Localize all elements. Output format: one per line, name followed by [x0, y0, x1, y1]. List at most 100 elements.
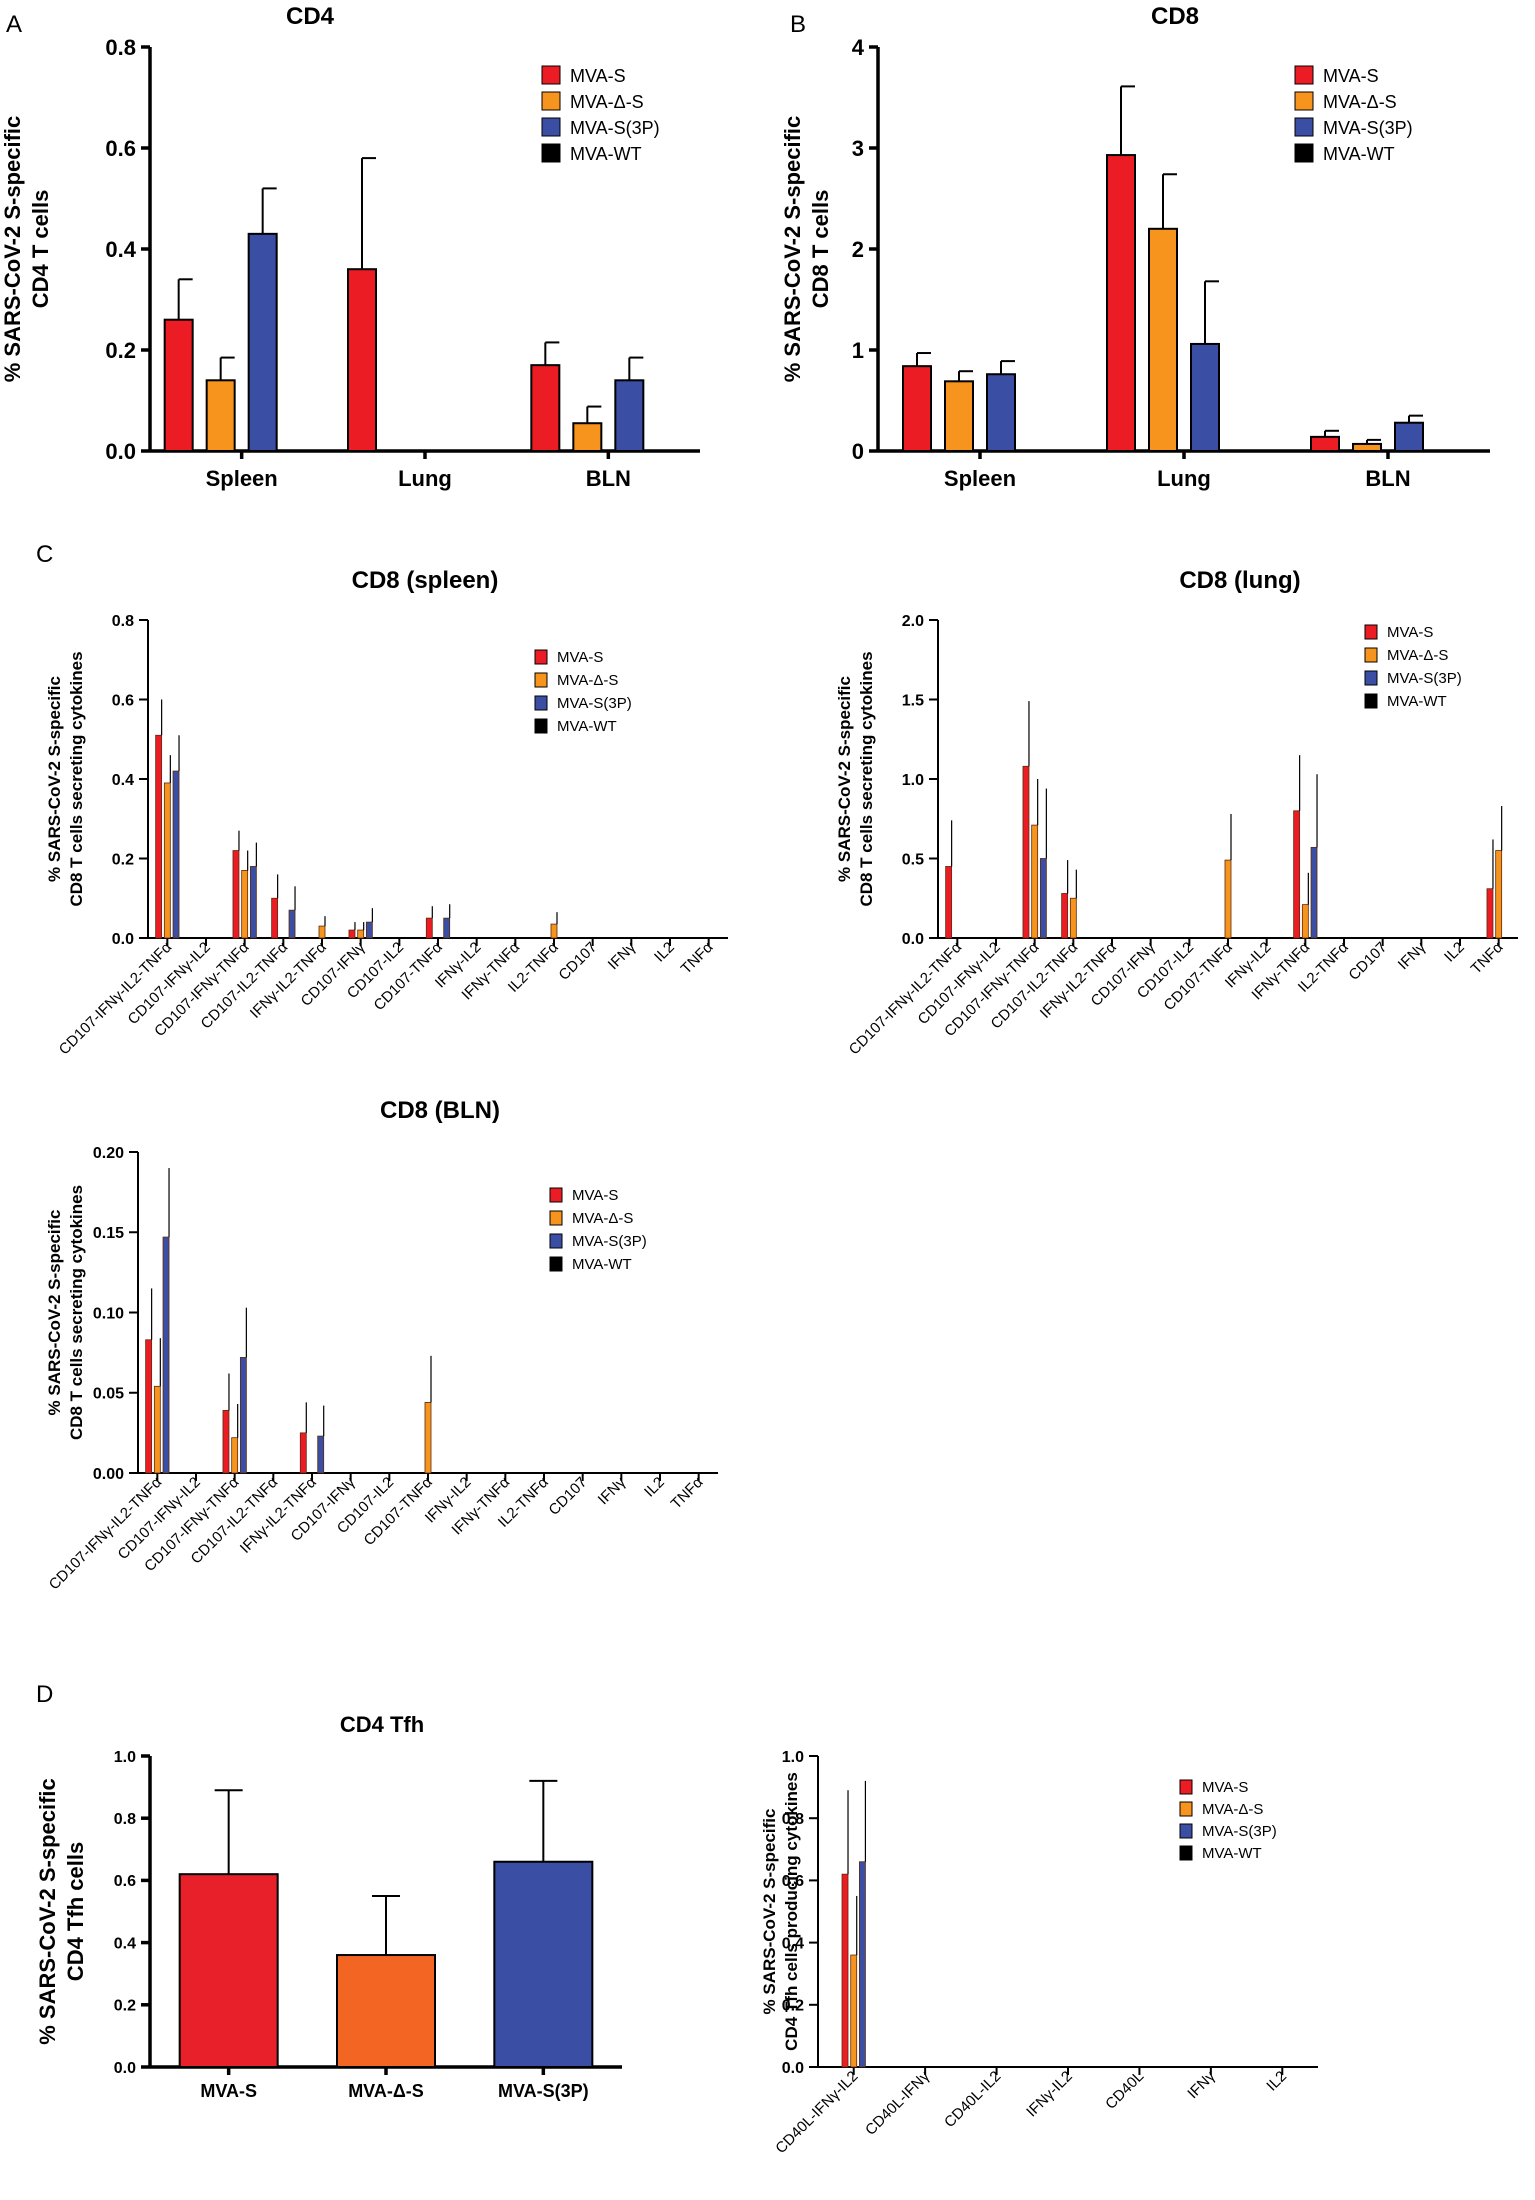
y-axis-label-line: % SARS-CoV-2 S-specific [45, 676, 64, 882]
x-tick-label-cd40l-il2: CD40L-IL2 [941, 2068, 1004, 2131]
bar-mva-s-cd107-ifn-tnf [222, 1410, 230, 1474]
bar-mva-s-cd107-ifn-tnf [232, 850, 240, 939]
y-tick-label: 0.6 [114, 1873, 136, 1890]
chart-title: CD4 [286, 3, 335, 30]
bar-mva-s-lung [347, 268, 377, 453]
legend-swatch-mva-s-3p [1294, 117, 1314, 137]
legend-swatch-mva-s [541, 65, 561, 85]
bar-mva-s-3p-spleen [247, 232, 278, 452]
legend-swatch-mva-s-3p [534, 695, 548, 711]
legend-swatch-mva-wt [534, 718, 548, 734]
x-tick-label-lung: Lung [1157, 466, 1211, 491]
legend-label-mva-s: MVA-Δ-S [1202, 1801, 1263, 1818]
legend-label-mva-s: MVA-Δ-S [1387, 647, 1448, 664]
bar-mva-s-cd107-tnf [424, 1401, 432, 1474]
legend-swatch-mva-s [549, 1210, 563, 1226]
bar-mva-s-lung [1148, 227, 1178, 452]
y-axis-label-line: CD4 Tfh cells [63, 1842, 88, 1981]
chart-cd8-bln: CD8 (BLN) % SARS-CoV-2 S-specific CD8 T ce… [45, 1097, 718, 1593]
legend-label-mva-wt: MVA-WT [1202, 1845, 1262, 1862]
chart-cd4-tfh: CD4 Tfh % SARS-CoV-2 S-specific CD4 Tfh ce… [35, 1712, 622, 2101]
y-tick-label: 0.05 [93, 1386, 124, 1403]
bar-mva-s-3p-cd40l-ifn-il2 [859, 1861, 866, 2068]
bar-mva-s-3p [493, 1860, 594, 2068]
legend-swatch-mva-s [541, 91, 561, 111]
x-tick-label-lung: Lung [398, 466, 452, 491]
x-tick-label-il2: IL2 [641, 1474, 668, 1501]
y-axis-label: % SARS-CoV-2 S-specific CD8 T cells secre… [45, 651, 86, 906]
legend-swatch-mva-s [1364, 624, 1378, 640]
legend-label-mva-wt: MVA-WT [557, 718, 617, 735]
y-axis-label-line: CD8 T cells secreting cytokines [67, 651, 86, 906]
x-tick-label-cd107: CD107 [555, 939, 600, 984]
legend-label-mva-wt: MVA-WT [570, 144, 642, 164]
bar-mva-s-bln [572, 422, 603, 453]
x-tick-label-ifn: IFNγ [1395, 938, 1430, 973]
bar-mva-s-bln [1310, 435, 1340, 452]
y-axis-label-line: % SARS-CoV-2 S-specific [0, 116, 25, 383]
legend-label-mva-s: MVA-Δ-S [1323, 92, 1397, 112]
x-tick-label-cd40l: CD40L [1102, 2068, 1147, 2113]
legend-swatch-mva-wt [1364, 693, 1378, 709]
legend-swatch-mva-s [1179, 1801, 1193, 1817]
chart-title: CD4 Tfh [340, 1712, 424, 1737]
legend-label-mva-s: MVA-Δ-S [572, 1210, 633, 1227]
x-tick-label-mva-s: MVA-S [200, 2081, 257, 2101]
y-tick-label: 2 [852, 237, 864, 262]
x-tick-label-mva-s: MVA-Δ-S [348, 2081, 424, 2101]
x-tick-label-tnf: TNFα [668, 1474, 707, 1513]
legend-label-mva-s: MVA-S [557, 649, 603, 666]
bar-mva-s [336, 1954, 436, 2069]
bar-mva-s-3p-ifn-tnf [1310, 846, 1318, 939]
bar-mva-s-cd107-ifn-tnf [241, 870, 249, 939]
y-tick-label: 0.6 [112, 692, 134, 709]
y-axis-label-line: CD4 Tfh cells producing cytokines [782, 1772, 801, 2051]
bar-mva-s-bln [1352, 442, 1382, 452]
x-tick-label-cd40l-ifn-il2: CD40L-IFNγ-IL2 [772, 2068, 861, 2157]
bar-mva-s-3p-spleen [986, 373, 1016, 452]
bar-mva-s-3p-cd107-ifn [365, 921, 373, 939]
panel-label-b: B [790, 11, 806, 38]
y-tick-label: 0.4 [114, 1935, 136, 1952]
bar-mva-s-3p-cd107-ifn-il2-tnf [162, 1236, 170, 1474]
y-axis-label: % SARS-CoV-2 S-specific CD4 T cells [0, 116, 53, 383]
x-tick-label-ifn-il2: IFNγ-IL2 [1023, 2068, 1076, 2121]
panel-label-c: C [36, 541, 53, 568]
y-tick-label: 0.8 [782, 1811, 804, 1828]
x-tick-label-bln: BLN [586, 466, 631, 491]
y-tick-label: 0.10 [93, 1305, 124, 1322]
legend-swatch-mva-s [549, 1187, 563, 1203]
x-tick-label-spleen: Spleen [944, 466, 1016, 491]
y-tick-label: 0.8 [105, 35, 136, 60]
y-tick-label: 1.0 [114, 1749, 136, 1766]
chart-title: CD8 (spleen) [352, 567, 499, 594]
y-axis-label-line: CD8 T cells secreting cytokines [857, 651, 876, 906]
bar-mva-s-spleen [205, 379, 236, 452]
y-tick-label: 3 [852, 136, 864, 161]
y-axis-label: % SARS-CoV-2 S-specific CD4 Tfh cells [35, 1778, 88, 2045]
legend-swatch-mva-s [1364, 647, 1378, 663]
bar-mva-s-cd107-il2-tnf [1061, 893, 1069, 939]
legend-label-mva-wt: MVA-WT [1387, 693, 1447, 710]
bar-mva-s [178, 1873, 279, 2069]
bar-mva-s-3p-cd107-ifn-il2-tnf [172, 770, 180, 939]
bar-mva-s-3p-bln [1394, 421, 1424, 453]
x-tick-label-tnf: TNFα [1468, 939, 1507, 978]
y-tick-label: 0.6 [105, 136, 136, 161]
legend-swatch-mva-s [1179, 1779, 1193, 1795]
y-tick-label: 0.15 [93, 1225, 124, 1242]
bar-mva-s-cd40l-ifn-il2 [841, 1873, 849, 2068]
bar-mva-s-spleen [163, 318, 194, 453]
y-axis-label-line: % SARS-CoV-2 S-specific [835, 676, 854, 882]
panel-label-a: A [6, 11, 22, 38]
legend-swatch-mva-wt [549, 1256, 563, 1272]
y-tick-label: 0.8 [114, 1811, 136, 1828]
x-tick-label-cd40l-ifn: CD40L-IFNγ [862, 2067, 933, 2138]
chart-title: CD8 [1151, 3, 1199, 30]
bar-mva-s-spleen [944, 380, 974, 452]
y-tick-label: 0.2 [112, 851, 134, 868]
legend-swatch-mva-s [534, 672, 548, 688]
chart-title: CD8 (lung) [1179, 567, 1300, 594]
legend-label-mva-wt: MVA-WT [572, 1256, 632, 1273]
y-tick-label: 0.6 [782, 1873, 804, 1890]
